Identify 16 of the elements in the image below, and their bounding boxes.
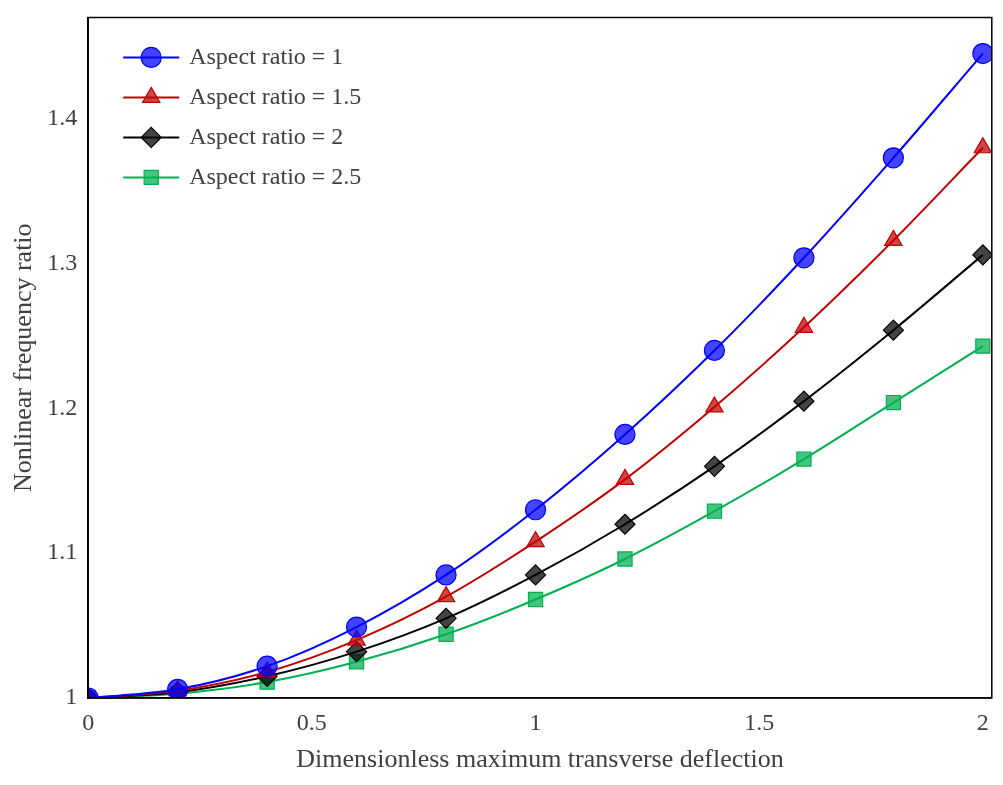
y-tick-label: 1.4: [47, 104, 78, 131]
x-axis-title: Dimensionless maximum transverse deflection: [296, 744, 784, 774]
x-tick-label: 1: [529, 708, 542, 735]
y-tick-label: 1.2: [47, 393, 78, 420]
y-tick-label: 1.1: [47, 538, 78, 565]
legend-label: Aspect ratio = 1: [189, 42, 344, 69]
x-tick-label: 2: [976, 708, 989, 735]
y-axis-title: Nonlinear frequency ratio: [8, 223, 38, 492]
legend-label: Aspect ratio = 2.5: [189, 162, 362, 189]
x-tick-label: 0: [82, 708, 95, 735]
x-tick-label: 1.5: [744, 708, 775, 735]
legend-label: Aspect ratio = 1.5: [189, 82, 362, 109]
y-tick-label: 1.3: [47, 248, 78, 275]
legend-label: Aspect ratio = 2: [189, 122, 344, 149]
x-tick-label: 0.5: [296, 708, 327, 735]
y-tick-label: 1: [65, 683, 78, 710]
